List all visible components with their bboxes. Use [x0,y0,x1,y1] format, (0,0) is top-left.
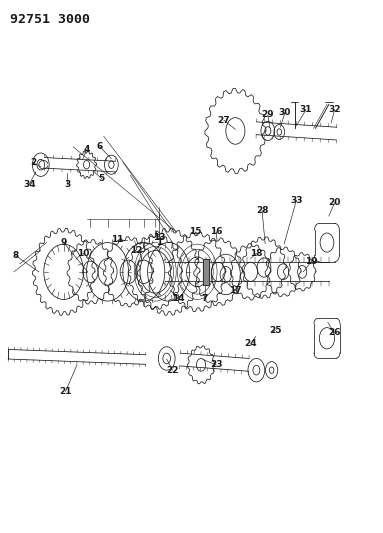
Text: 10: 10 [77,249,89,258]
Text: 1: 1 [156,238,162,247]
Text: 6: 6 [97,142,103,151]
Text: 19: 19 [305,257,318,265]
Text: 15: 15 [189,228,201,237]
Text: 7: 7 [202,294,208,303]
Text: 27: 27 [218,116,230,125]
Text: 11: 11 [111,236,123,245]
Text: 31: 31 [300,105,312,114]
Text: 21: 21 [59,387,72,396]
Text: 20: 20 [328,198,341,207]
Text: 13: 13 [153,233,165,242]
Text: 29: 29 [262,110,274,119]
Text: 17: 17 [229,286,242,295]
Text: 18: 18 [250,249,263,258]
Text: 22: 22 [166,366,178,375]
Text: 92751 3000: 92751 3000 [10,13,90,26]
Text: 26: 26 [328,328,341,337]
Text: 23: 23 [210,360,223,369]
Text: 2: 2 [30,158,36,167]
Bar [203,259,209,285]
Text: 16: 16 [210,228,223,237]
Text: 32: 32 [328,105,341,114]
Text: 3: 3 [64,180,70,189]
Text: 28: 28 [256,206,268,215]
Text: 8: 8 [13,252,19,260]
Text: 14: 14 [172,294,185,303]
Text: 5: 5 [99,174,105,183]
Text: 9: 9 [61,238,67,247]
Text: 30: 30 [279,108,291,117]
Text: 33: 33 [290,196,303,205]
Bar [203,259,209,285]
Text: 4: 4 [83,145,90,154]
Text: 12: 12 [130,246,142,255]
Text: 24: 24 [244,339,257,348]
Text: 25: 25 [269,326,282,335]
Text: 34: 34 [23,180,36,189]
